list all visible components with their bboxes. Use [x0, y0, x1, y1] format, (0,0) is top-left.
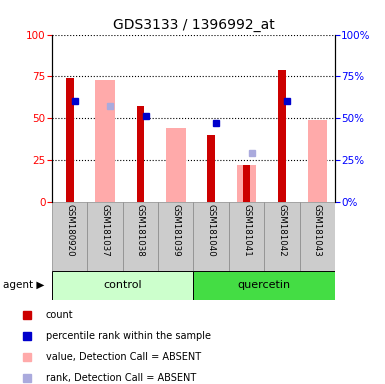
- Bar: [229, 202, 264, 271]
- Text: GSM181042: GSM181042: [277, 204, 286, 257]
- Bar: [278, 70, 286, 202]
- Bar: [123, 202, 158, 271]
- Bar: [308, 120, 327, 202]
- Title: GDS3133 / 1396992_at: GDS3133 / 1396992_at: [112, 18, 275, 32]
- Text: GSM181038: GSM181038: [136, 204, 145, 257]
- Text: quercetin: quercetin: [238, 280, 291, 290]
- Text: GSM181043: GSM181043: [313, 204, 322, 257]
- Text: count: count: [46, 310, 74, 320]
- Bar: [166, 128, 186, 202]
- Text: agent ▶: agent ▶: [3, 280, 44, 290]
- Bar: [193, 271, 335, 300]
- Bar: [52, 271, 193, 300]
- Bar: [52, 202, 87, 271]
- Text: GSM181037: GSM181037: [100, 204, 110, 257]
- Bar: [264, 202, 300, 271]
- Bar: [66, 78, 74, 202]
- Bar: [207, 135, 215, 202]
- Bar: [193, 202, 229, 271]
- Bar: [300, 202, 335, 271]
- Text: percentile rank within the sample: percentile rank within the sample: [46, 331, 211, 341]
- Text: rank, Detection Call = ABSENT: rank, Detection Call = ABSENT: [46, 373, 196, 383]
- Text: control: control: [104, 280, 142, 290]
- Text: GSM181039: GSM181039: [171, 204, 180, 256]
- Bar: [137, 106, 144, 202]
- Text: value, Detection Call = ABSENT: value, Detection Call = ABSENT: [46, 352, 201, 362]
- Text: GSM180920: GSM180920: [65, 204, 74, 256]
- Bar: [95, 79, 115, 202]
- Bar: [237, 165, 256, 202]
- Text: GSM181040: GSM181040: [207, 204, 216, 257]
- Text: GSM181041: GSM181041: [242, 204, 251, 257]
- Bar: [87, 202, 123, 271]
- Bar: [243, 165, 250, 202]
- Bar: [158, 202, 193, 271]
